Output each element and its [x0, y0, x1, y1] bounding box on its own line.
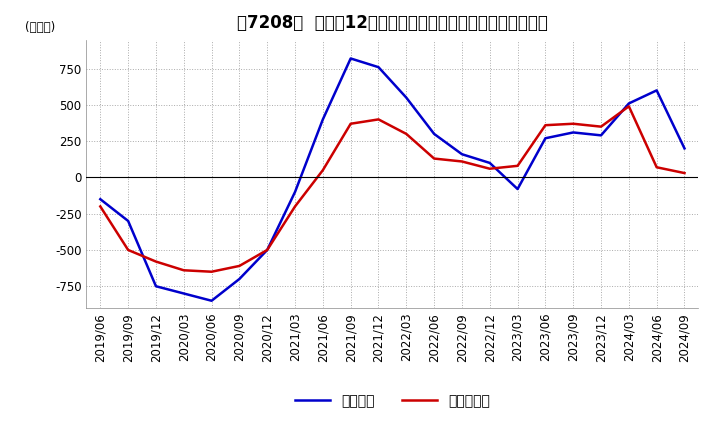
当期純利益 [207, 269, 216, 275]
当期純利益 [263, 247, 271, 253]
当期純利益 [374, 117, 383, 122]
当期純利益 [96, 204, 104, 209]
Line: 当期純利益: 当期純利益 [100, 106, 685, 272]
経常利益 [458, 151, 467, 157]
当期純利益 [680, 170, 689, 176]
経常利益 [207, 298, 216, 304]
当期純利益 [430, 156, 438, 161]
経常利益 [96, 197, 104, 202]
経常利益 [485, 160, 494, 165]
当期純利益 [318, 168, 327, 173]
経常利益 [235, 276, 243, 282]
Line: 経常利益: 経常利益 [100, 59, 685, 301]
当期純利益 [291, 204, 300, 209]
当期純利益 [124, 247, 132, 253]
当期純利益 [652, 165, 661, 170]
当期純利益 [597, 124, 606, 129]
経常利益 [569, 130, 577, 135]
当期純利益 [624, 104, 633, 109]
経常利益 [318, 117, 327, 122]
当期純利益 [458, 159, 467, 164]
Title: ［7208］  利益の12か月移動合計の対前年同期増減額の推移: ［7208］ 利益の12か月移動合計の対前年同期増減額の推移 [237, 15, 548, 33]
経常利益 [152, 284, 161, 289]
経常利益 [680, 146, 689, 151]
Text: (百万円): (百万円) [25, 21, 55, 34]
経常利益 [597, 133, 606, 138]
経常利益 [513, 187, 522, 192]
経常利益 [179, 291, 188, 296]
経常利益 [430, 131, 438, 136]
Legend: 経常利益, 当期純利益: 経常利益, 当期純利益 [289, 389, 495, 414]
当期純利益 [402, 131, 410, 136]
経常利益 [263, 247, 271, 253]
経常利益 [541, 136, 550, 141]
当期純利益 [513, 163, 522, 169]
経常利益 [374, 65, 383, 70]
当期純利益 [541, 123, 550, 128]
経常利益 [402, 95, 410, 100]
当期純利益 [346, 121, 355, 126]
当期純利益 [179, 268, 188, 273]
当期純利益 [569, 121, 577, 126]
当期純利益 [485, 166, 494, 171]
経常利益 [624, 101, 633, 106]
経常利益 [652, 88, 661, 93]
経常利益 [291, 189, 300, 194]
経常利益 [124, 218, 132, 224]
当期純利益 [152, 259, 161, 264]
当期純利益 [235, 263, 243, 268]
経常利益 [346, 56, 355, 61]
